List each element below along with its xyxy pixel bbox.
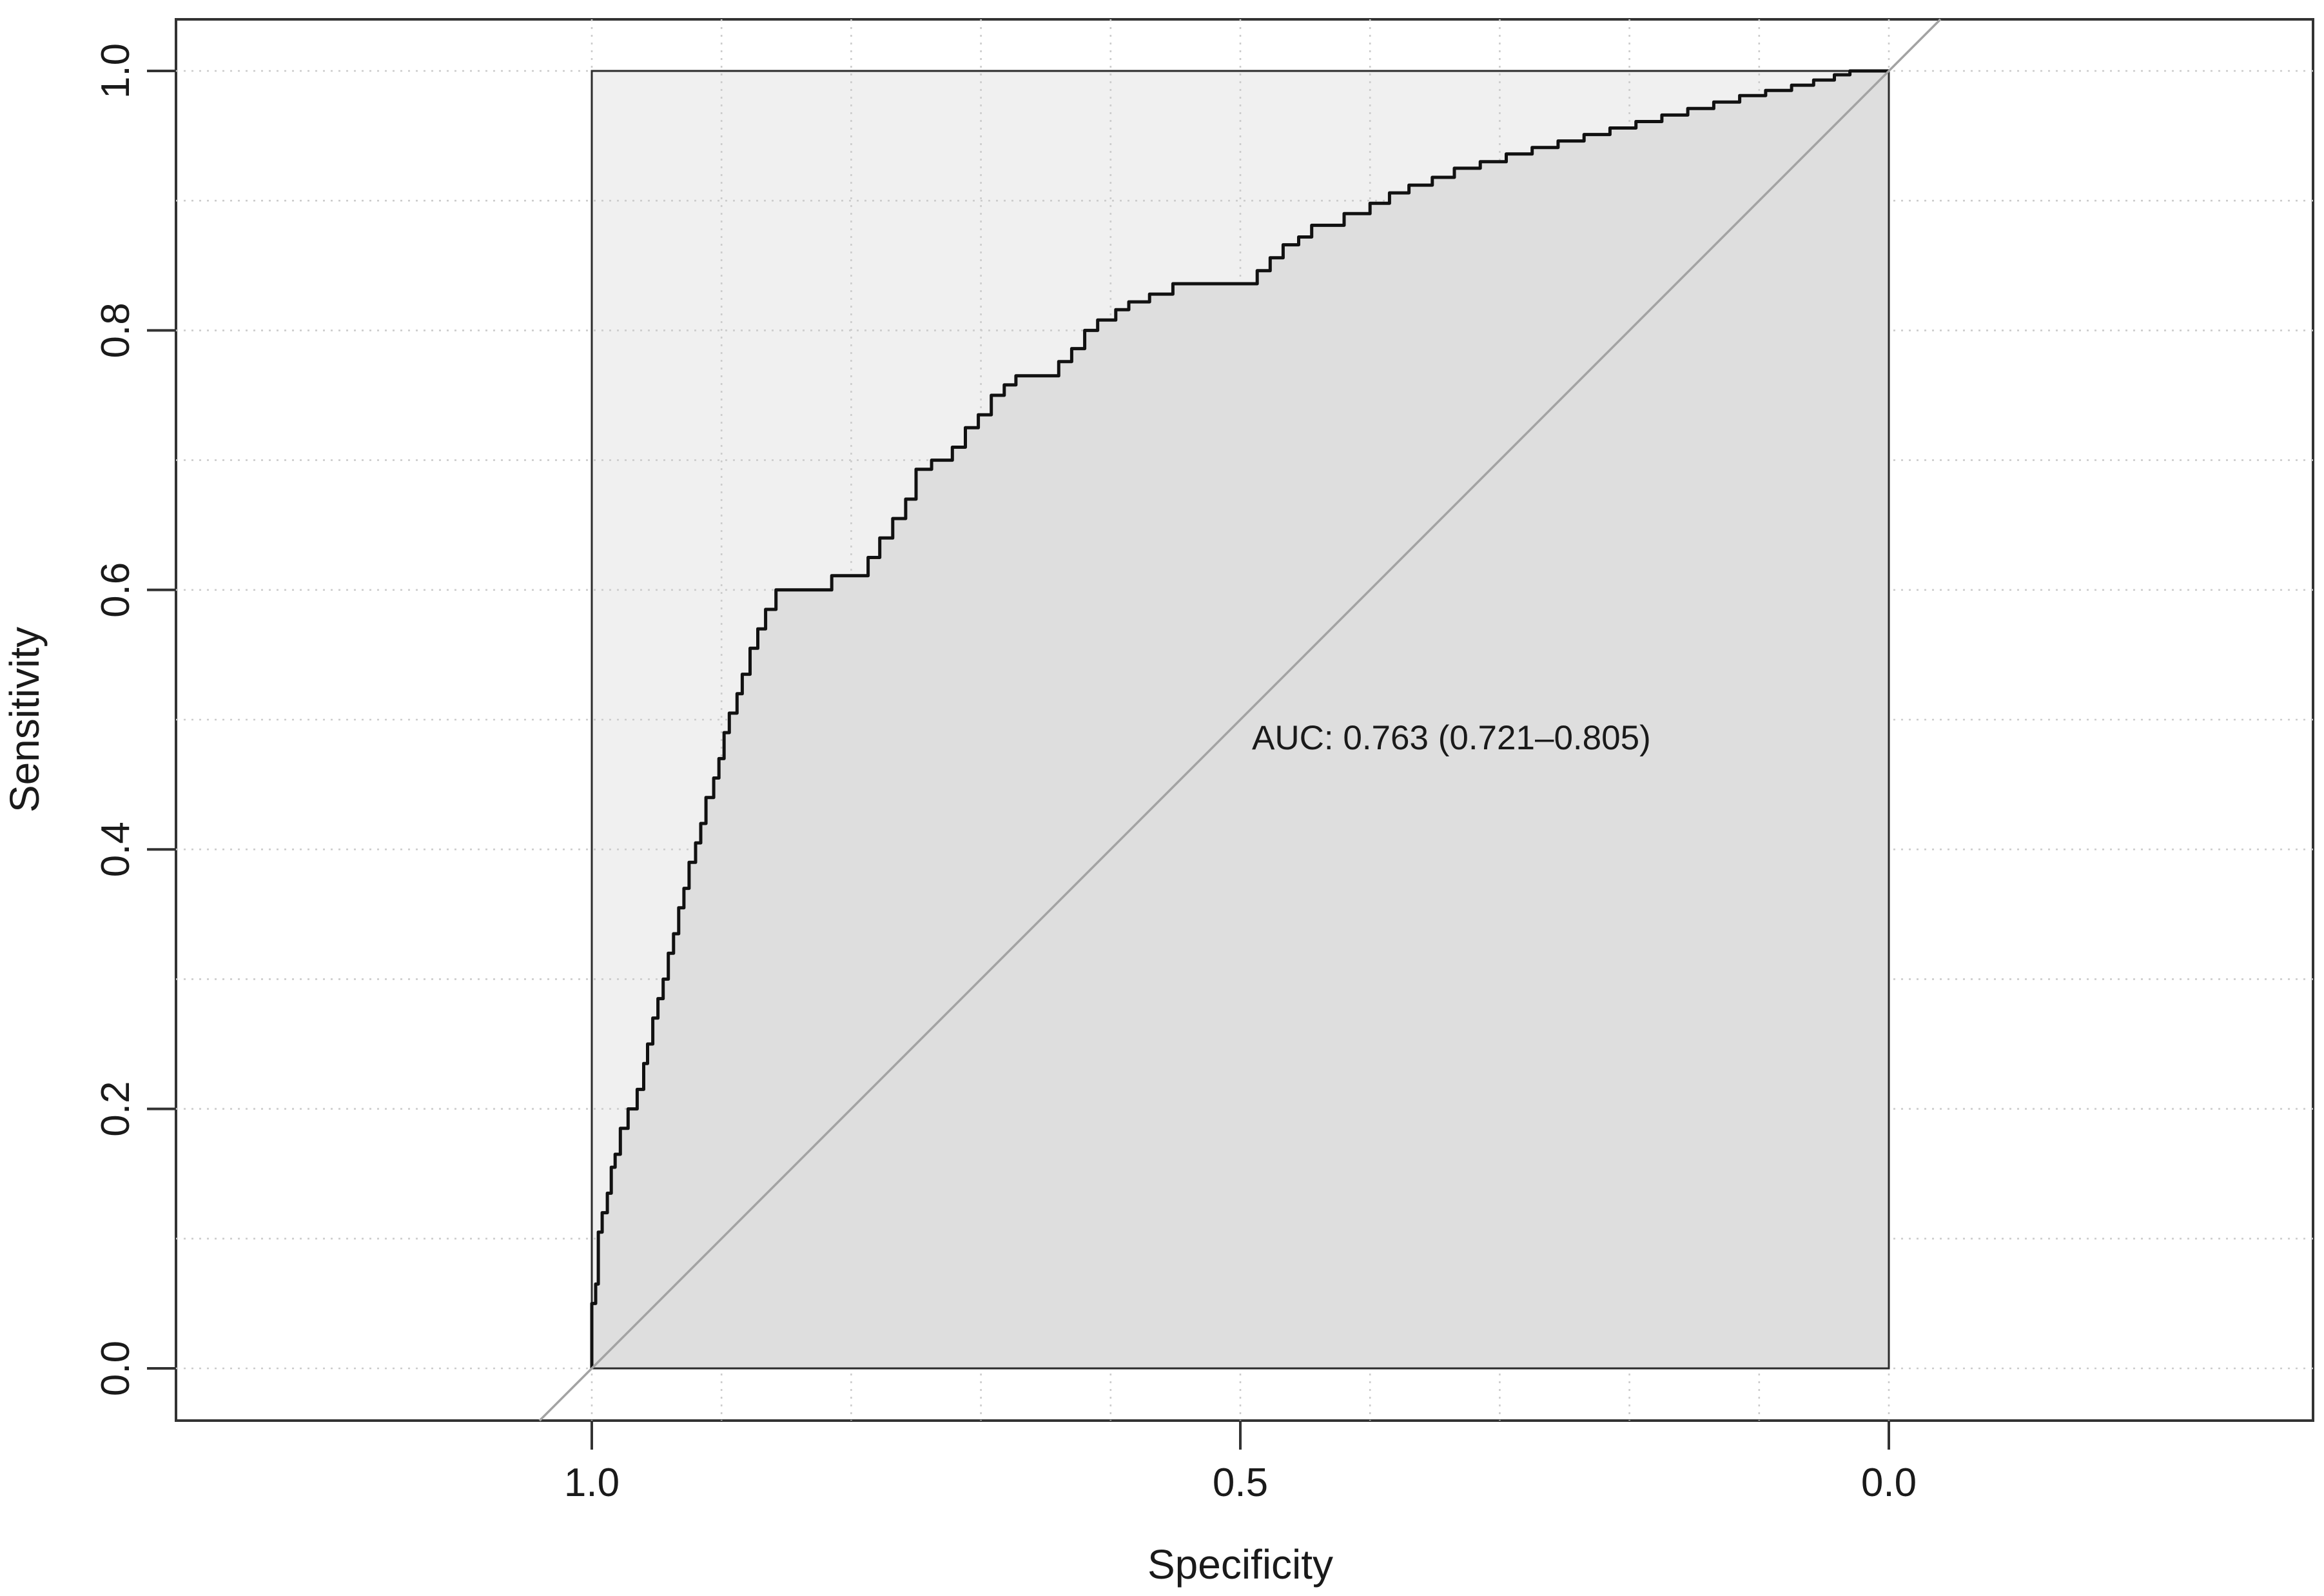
y-tick-label: 0.0 — [93, 1341, 138, 1396]
axis-ticks — [147, 70, 1890, 1450]
axis-tick-labels: 1.0 0.5 0.0 0.0 0.2 0.4 0.6 0.8 1.0 — [93, 43, 1917, 1505]
y-tick-label: 0.6 — [93, 562, 138, 618]
roc-curve — [590, 69, 1889, 1368]
y-tick-label: 1.0 — [93, 43, 138, 99]
auc-annotation: AUC: 0.763 (0.721–0.805) — [1252, 719, 1651, 757]
x-tick-label: 0.0 — [1861, 1461, 1917, 1505]
x-axis-title: Specificity — [1147, 1541, 1333, 1588]
y-tick-label: 0.4 — [93, 822, 138, 877]
y-tick-label: 0.8 — [93, 302, 138, 358]
chance-diagonal-line — [538, 18, 1942, 1422]
roc-box-border — [591, 70, 1890, 1370]
x-tick-label: 1.0 — [564, 1461, 620, 1505]
y-tick-label: 0.2 — [93, 1081, 138, 1136]
y-axis-title: Sensitivity — [1, 627, 48, 813]
x-tick-label: 0.5 — [1213, 1461, 1268, 1505]
